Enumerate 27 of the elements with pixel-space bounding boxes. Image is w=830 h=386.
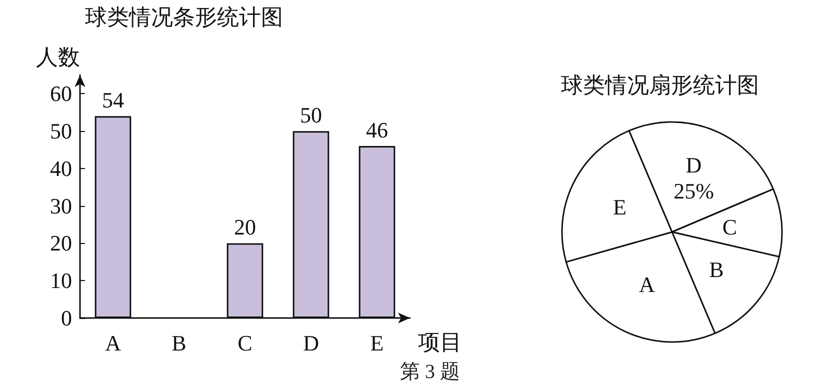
data-label: 25% — [674, 178, 714, 204]
y-tick-label: 20 — [50, 230, 72, 256]
data-label: 20 — [234, 214, 256, 240]
slice-label: A — [638, 272, 655, 297]
chart-title: 球类情况扇形统计图 — [561, 74, 759, 98]
y-tick-label: 30 — [50, 193, 72, 218]
data-label: 50 — [300, 102, 322, 128]
y-tick-label: 60 — [50, 81, 72, 106]
y-tick-label: 50 — [50, 118, 72, 144]
data-label: 54 — [102, 88, 124, 113]
text: 第 3 题 — [400, 361, 460, 383]
x-axis-title: 项目 — [418, 330, 462, 356]
y-axis-title: 人数 — [36, 46, 80, 70]
slice-label: C — [722, 214, 738, 240]
y-tick-label: 0 — [61, 306, 72, 330]
x-tick-label: D — [303, 330, 319, 356]
slice-label: D — [686, 152, 702, 178]
y-tick-label: 10 — [50, 268, 72, 294]
x-tick-label: C — [238, 330, 252, 356]
x-tick-label: A — [105, 330, 122, 356]
x-tick-label: B — [172, 330, 186, 356]
y-tick-label: 40 — [50, 156, 72, 181]
chart-title: 球类情况条形统计图 — [85, 6, 283, 30]
data-label: 46 — [366, 118, 388, 143]
slice-label: E — [612, 194, 626, 220]
x-tick-label: E — [370, 330, 384, 356]
slice-label: B — [709, 256, 724, 282]
